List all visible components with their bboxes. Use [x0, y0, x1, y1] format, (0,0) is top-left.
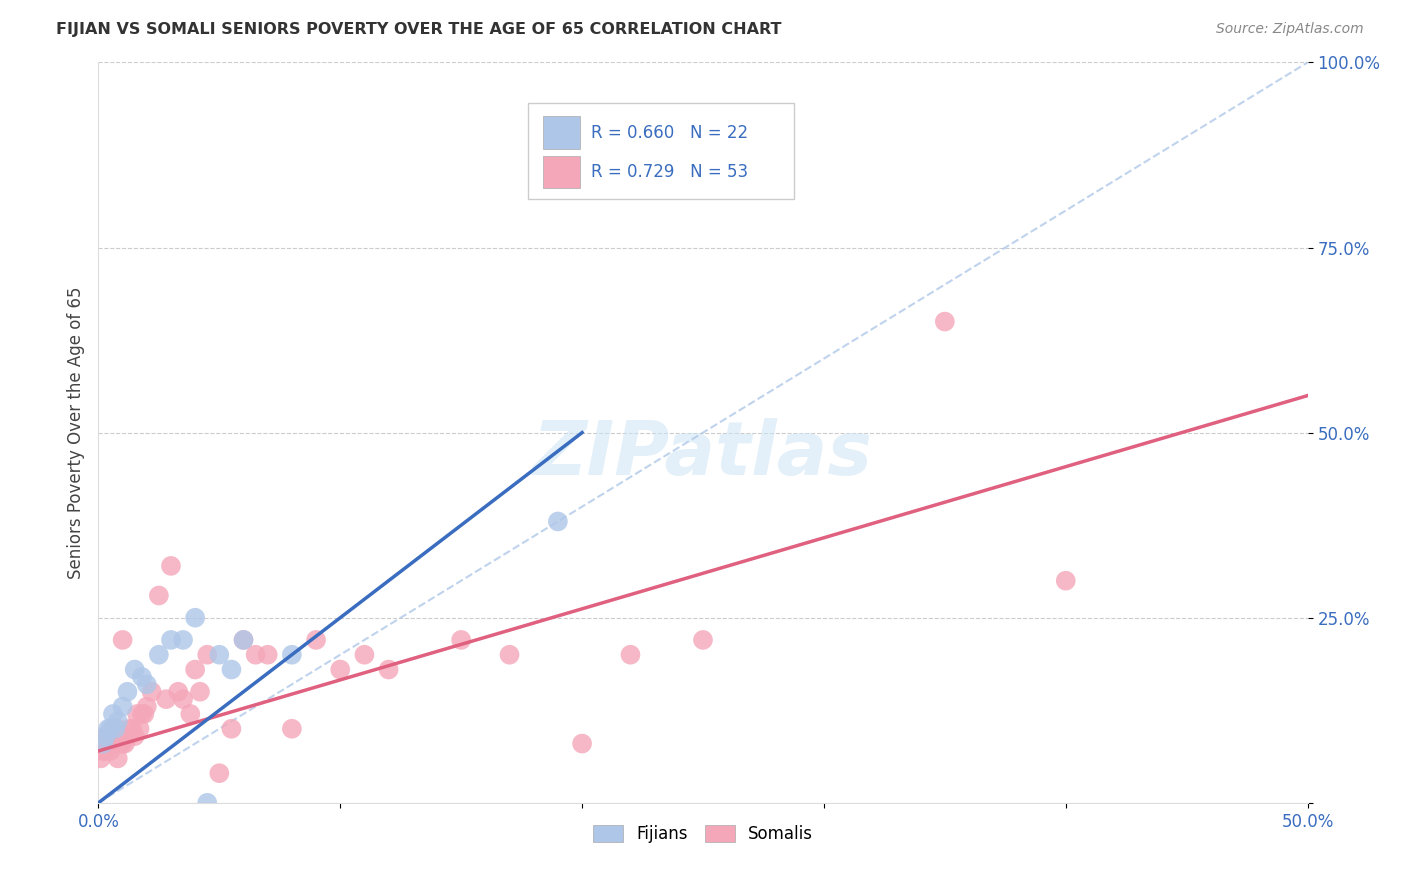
Point: [450, 632, 472, 647]
Point: [100, 729, 122, 743]
Point: [245, 648, 267, 662]
Point: [94, 729, 117, 743]
Text: R = 0.660   N = 22: R = 0.660 N = 22: [591, 124, 748, 142]
Point: [104, 722, 127, 736]
Point: [107, 714, 129, 729]
Point: [135, 677, 157, 691]
Point: [135, 699, 157, 714]
Point: [97, 737, 120, 751]
Point: [547, 515, 569, 529]
Point: [108, 737, 131, 751]
Point: [100, 744, 122, 758]
Point: [94, 729, 117, 743]
FancyBboxPatch shape: [543, 117, 579, 149]
Point: [221, 663, 243, 677]
Point: [124, 663, 146, 677]
Point: [117, 729, 139, 743]
Point: [172, 692, 194, 706]
Point: [232, 632, 254, 647]
Point: [91, 744, 114, 758]
Point: [184, 610, 207, 624]
Point: [195, 648, 218, 662]
Point: [121, 722, 143, 736]
Point: [104, 722, 127, 736]
Text: FIJIAN VS SOMALI SENIORS POVERTY OVER THE AGE OF 65 CORRELATION CHART: FIJIAN VS SOMALI SENIORS POVERTY OVER TH…: [56, 22, 782, 37]
Point: [208, 648, 231, 662]
Y-axis label: Seniors Poverty Over the Age of 65: Seniors Poverty Over the Age of 65: [66, 286, 84, 579]
Point: [221, 722, 243, 736]
Point: [117, 685, 139, 699]
Point: [107, 751, 129, 765]
Point: [101, 722, 124, 736]
Point: [148, 648, 170, 662]
FancyBboxPatch shape: [543, 156, 579, 188]
Point: [934, 314, 956, 328]
Text: R = 0.729   N = 53: R = 0.729 N = 53: [591, 163, 748, 181]
Point: [111, 699, 134, 714]
Point: [377, 663, 399, 677]
FancyBboxPatch shape: [527, 103, 793, 200]
Point: [97, 722, 120, 736]
Point: [131, 706, 153, 721]
Point: [101, 737, 124, 751]
Point: [179, 706, 201, 721]
Point: [111, 737, 134, 751]
Legend: Fijians, Somalis: Fijians, Somalis: [586, 819, 820, 850]
Point: [104, 737, 127, 751]
Point: [692, 632, 714, 647]
Point: [172, 632, 194, 647]
Point: [131, 670, 153, 684]
Point: [208, 766, 231, 780]
Point: [1054, 574, 1077, 588]
Point: [141, 685, 163, 699]
Point: [281, 648, 304, 662]
Point: [118, 722, 141, 736]
Point: [134, 706, 156, 721]
Point: [329, 663, 352, 677]
Point: [232, 632, 254, 647]
Point: [94, 744, 117, 758]
Point: [124, 729, 146, 743]
Point: [127, 706, 149, 721]
Point: [148, 589, 170, 603]
Point: [101, 706, 124, 721]
Point: [281, 722, 304, 736]
Point: [107, 722, 129, 736]
Point: [353, 648, 375, 662]
Point: [91, 737, 114, 751]
Point: [160, 558, 183, 573]
Point: [167, 685, 190, 699]
Point: [305, 632, 328, 647]
Point: [114, 737, 136, 751]
Text: ZIPatlas: ZIPatlas: [533, 418, 873, 491]
Point: [90, 751, 112, 765]
Point: [498, 648, 520, 662]
Point: [155, 692, 177, 706]
Point: [256, 648, 278, 662]
Point: [188, 685, 211, 699]
Point: [111, 632, 134, 647]
Point: [619, 648, 641, 662]
Point: [100, 722, 122, 736]
Point: [184, 663, 207, 677]
Point: [571, 737, 593, 751]
Point: [160, 632, 183, 647]
Text: Source: ZipAtlas.com: Source: ZipAtlas.com: [1216, 22, 1364, 37]
Point: [128, 722, 150, 736]
Point: [195, 796, 218, 810]
